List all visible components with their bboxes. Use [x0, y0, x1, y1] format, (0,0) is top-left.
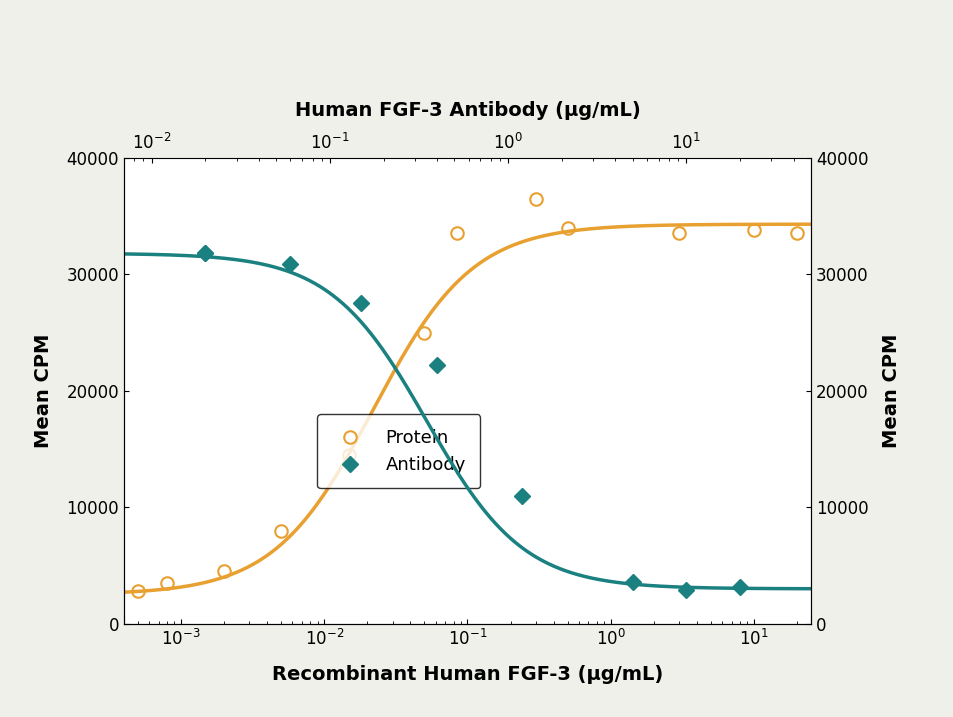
X-axis label: Recombinant Human FGF-3 (μg/mL): Recombinant Human FGF-3 (μg/mL): [272, 665, 662, 685]
Y-axis label: Mean CPM: Mean CPM: [33, 333, 52, 448]
Y-axis label: Mean CPM: Mean CPM: [882, 333, 901, 448]
Legend: Protein, Antibody: Protein, Antibody: [316, 414, 480, 488]
X-axis label: Human FGF-3 Antibody (μg/mL): Human FGF-3 Antibody (μg/mL): [294, 101, 639, 120]
